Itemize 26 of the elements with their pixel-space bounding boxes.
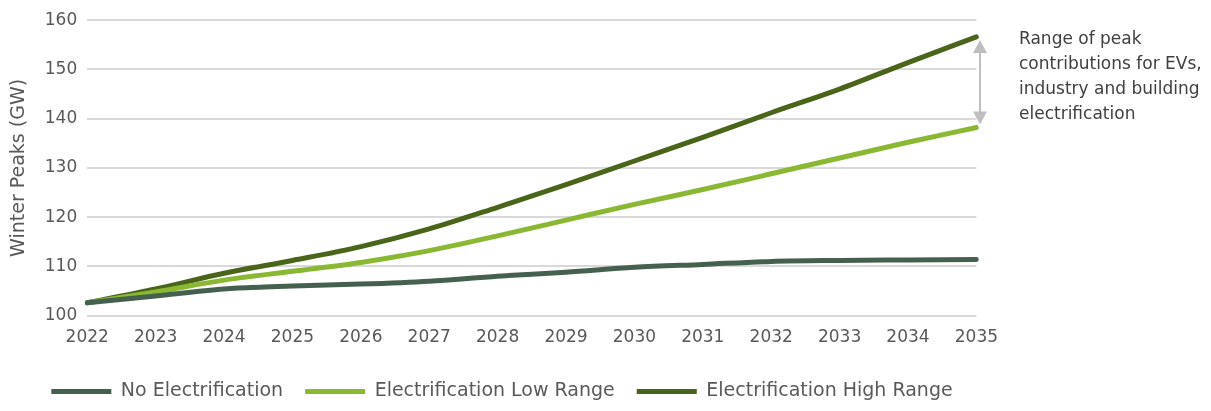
text: Range of peak contributions for EVs, industry and building electrification — [1019, 27, 1203, 125]
x-tick-label: 2032 — [749, 326, 793, 347]
x-tick-label: 2024 — [202, 326, 246, 347]
x-tick-label: 2028 — [475, 326, 520, 347]
x-tick-label: 2026 — [339, 326, 383, 347]
y-tick-label: 150 — [44, 57, 78, 78]
y-tick-label: 110 — [44, 254, 78, 275]
x-tick-label: 2035 — [954, 326, 998, 347]
x-tick-label: 2031 — [681, 326, 725, 347]
x-tick-label: 2034 — [886, 326, 930, 347]
x-tick-label: 2027 — [407, 326, 451, 347]
x-tick-label: 2033 — [817, 326, 862, 347]
y-tick-label: 130 — [44, 156, 78, 177]
y-tick-label: 120 — [44, 205, 78, 226]
y-tick-label: 140 — [44, 107, 78, 128]
x-tick-label: 2023 — [134, 326, 178, 347]
legend-label: Electrification High Range — [706, 378, 953, 401]
y-tick-label: 100 — [44, 304, 78, 325]
x-tick-label: 2022 — [65, 326, 109, 347]
legend-label: No Electrification — [120, 378, 284, 401]
x-tick-label: 2025 — [270, 326, 315, 347]
y-axis-title: Winter Peaks (GW) — [6, 78, 29, 257]
x-tick-label: 2030 — [612, 326, 657, 347]
y-tick-label: 160 — [44, 8, 78, 29]
legend-label: Electrification Low Range — [374, 378, 615, 401]
x-tick-label: 2029 — [544, 326, 588, 347]
